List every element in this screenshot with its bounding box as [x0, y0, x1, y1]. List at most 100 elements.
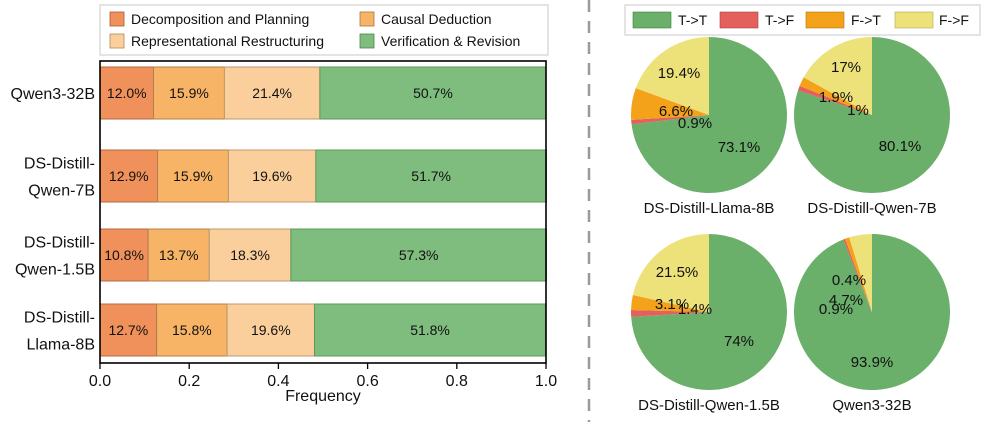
pie-slice — [843, 238, 872, 312]
pie-slice — [631, 310, 709, 317]
x-tick-label: 0.6 — [356, 373, 378, 390]
pie-slice — [631, 37, 787, 193]
legend-swatch-tf — [719, 11, 759, 29]
pie-title: DS-Distill-Qwen-7B — [807, 200, 936, 217]
legend-label-causal: Causal Deduction — [381, 11, 492, 27]
category-label: DS-Distill- — [24, 235, 95, 252]
bar-data-label: 19.6% — [252, 168, 292, 184]
bar-data-label: 15.9% — [173, 168, 213, 184]
pie-slice — [849, 234, 872, 312]
pie-data-label: 0.4% — [832, 272, 866, 289]
legend-swatch-representational — [109, 33, 125, 49]
pie-slice — [803, 37, 872, 115]
stacked-bar-chart: 12.0% 15.9% 21.4% 50.7% 12.9% 15.9% 19.6% 51.7%… — [11, 60, 557, 405]
x-axis-label: Frequency — [285, 388, 361, 405]
bar-segment — [99, 228, 149, 282]
category-label: Llama-8B — [27, 337, 95, 354]
legend-label-ff: F->F — [939, 12, 969, 28]
bar-data-label: 10.8% — [104, 247, 144, 263]
legend-swatch-ff — [894, 11, 934, 29]
bar-data-labels: 12.0% 15.9% 21.4% 50.7% 12.9% 15.9% 19.6% 51.7%… — [104, 85, 453, 338]
bar-data-label: 15.8% — [172, 322, 212, 338]
bar-segment — [314, 303, 547, 357]
bar-segment — [208, 228, 292, 282]
pie-slice — [793, 37, 950, 194]
legend-swatch-causal — [359, 11, 375, 27]
bar-segment — [227, 149, 317, 203]
pie-data-label: 1.4% — [678, 301, 712, 318]
bar-data-label: 18.3% — [230, 247, 270, 263]
pie-data-label: 93.9% — [851, 354, 894, 371]
pie-data-label: 17% — [831, 59, 861, 76]
bar-segment — [315, 149, 547, 203]
bar-legend: Decomposition and Planning Causal Deduct… — [99, 4, 549, 56]
legend-label-decomposition: Decomposition and Planning — [131, 11, 309, 27]
category-label: DS-Distill- — [24, 310, 95, 327]
bar-series — [99, 66, 547, 357]
bar-data-label: 15.9% — [169, 85, 209, 101]
category-label: Qwen3-32B — [11, 86, 96, 103]
bar-data-label: 51.8% — [410, 322, 450, 338]
pie-legend: T->T T->F F->T F->F — [624, 4, 981, 36]
x-tick-label: 0.0 — [89, 373, 111, 390]
pie-title: Qwen3-32B — [832, 397, 911, 414]
bar-data-label: 19.6% — [251, 322, 291, 338]
pie-slice — [845, 237, 872, 312]
pie-slice — [632, 234, 709, 312]
pie-data-label: 3.1% — [655, 296, 689, 313]
pie-slice — [794, 234, 951, 391]
x-tick-label: 1.0 — [535, 373, 557, 390]
pie-data-label: 19.4% — [658, 65, 701, 82]
pie-data-label: 1% — [847, 102, 869, 119]
bar-data-label: 50.7% — [413, 85, 453, 101]
pie-slice — [631, 294, 709, 312]
bar-data-label: 21.4% — [252, 85, 292, 101]
legend-label-representational: Representational Restructuring — [131, 33, 324, 49]
category-label: DS-Distill- — [24, 156, 95, 173]
legend-swatch-ft — [805, 11, 845, 29]
bar-segment — [99, 66, 155, 120]
bar-segment — [290, 228, 547, 282]
bar-segment — [223, 66, 321, 120]
legend-swatch-decomposition — [109, 11, 125, 27]
x-tick-label: 0.8 — [446, 373, 468, 390]
pie-slice — [631, 88, 709, 120]
category-label: Qwen-7B — [28, 183, 95, 200]
x-tick-label: 0.4 — [267, 373, 289, 390]
plot-frame — [99, 60, 547, 364]
pie-data-label: 0.9% — [678, 115, 712, 132]
legend-label-tf: T->F — [765, 12, 794, 28]
bar-data-label: 51.7% — [411, 168, 451, 184]
pie-charts: 73.1%0.9%6.6%19.4%DS-Distill-Llama-8B80.… — [631, 37, 951, 414]
pie-data-label: 0.9% — [819, 301, 853, 318]
pie-data-label: 1.9% — [819, 89, 853, 106]
legend-swatch-verification — [359, 33, 375, 49]
pie-data-label: 21.5% — [656, 264, 699, 281]
pie-title: DS-Distill-Llama-8B — [644, 200, 775, 217]
pie-slice — [631, 234, 788, 390]
pie-data-label: 80.1% — [879, 138, 922, 155]
legend-label-ft: F->T — [851, 12, 881, 28]
pie-slice — [797, 85, 872, 115]
bar-data-label: 12.7% — [108, 322, 148, 338]
bar-segment — [153, 66, 225, 120]
bar-data-label: 57.3% — [399, 247, 439, 263]
bar-segment — [157, 149, 229, 203]
bar-data-label: 13.7% — [159, 247, 199, 263]
bar-segment — [226, 303, 316, 357]
pie-data-label: 73.1% — [718, 139, 761, 156]
bar-data-label: 12.0% — [107, 85, 147, 101]
bar-data-label: 12.9% — [109, 168, 149, 184]
pie-data-label: 6.6% — [659, 103, 693, 120]
bar-segment — [319, 66, 547, 120]
pie-slice — [635, 37, 709, 115]
category-labels: Qwen3-32B DS-Distill- Qwen-7B DS-Distill- Qw… — [11, 86, 96, 354]
x-axis-ticks: 0.0 0.2 0.4 0.6 0.8 1.0 — [89, 363, 557, 390]
x-tick-label: 0.2 — [178, 373, 200, 390]
pie-slice — [799, 77, 872, 115]
pie-slice — [631, 115, 709, 125]
legend-label-verification: Verification & Revision — [381, 33, 520, 49]
bar-segment — [99, 303, 158, 357]
